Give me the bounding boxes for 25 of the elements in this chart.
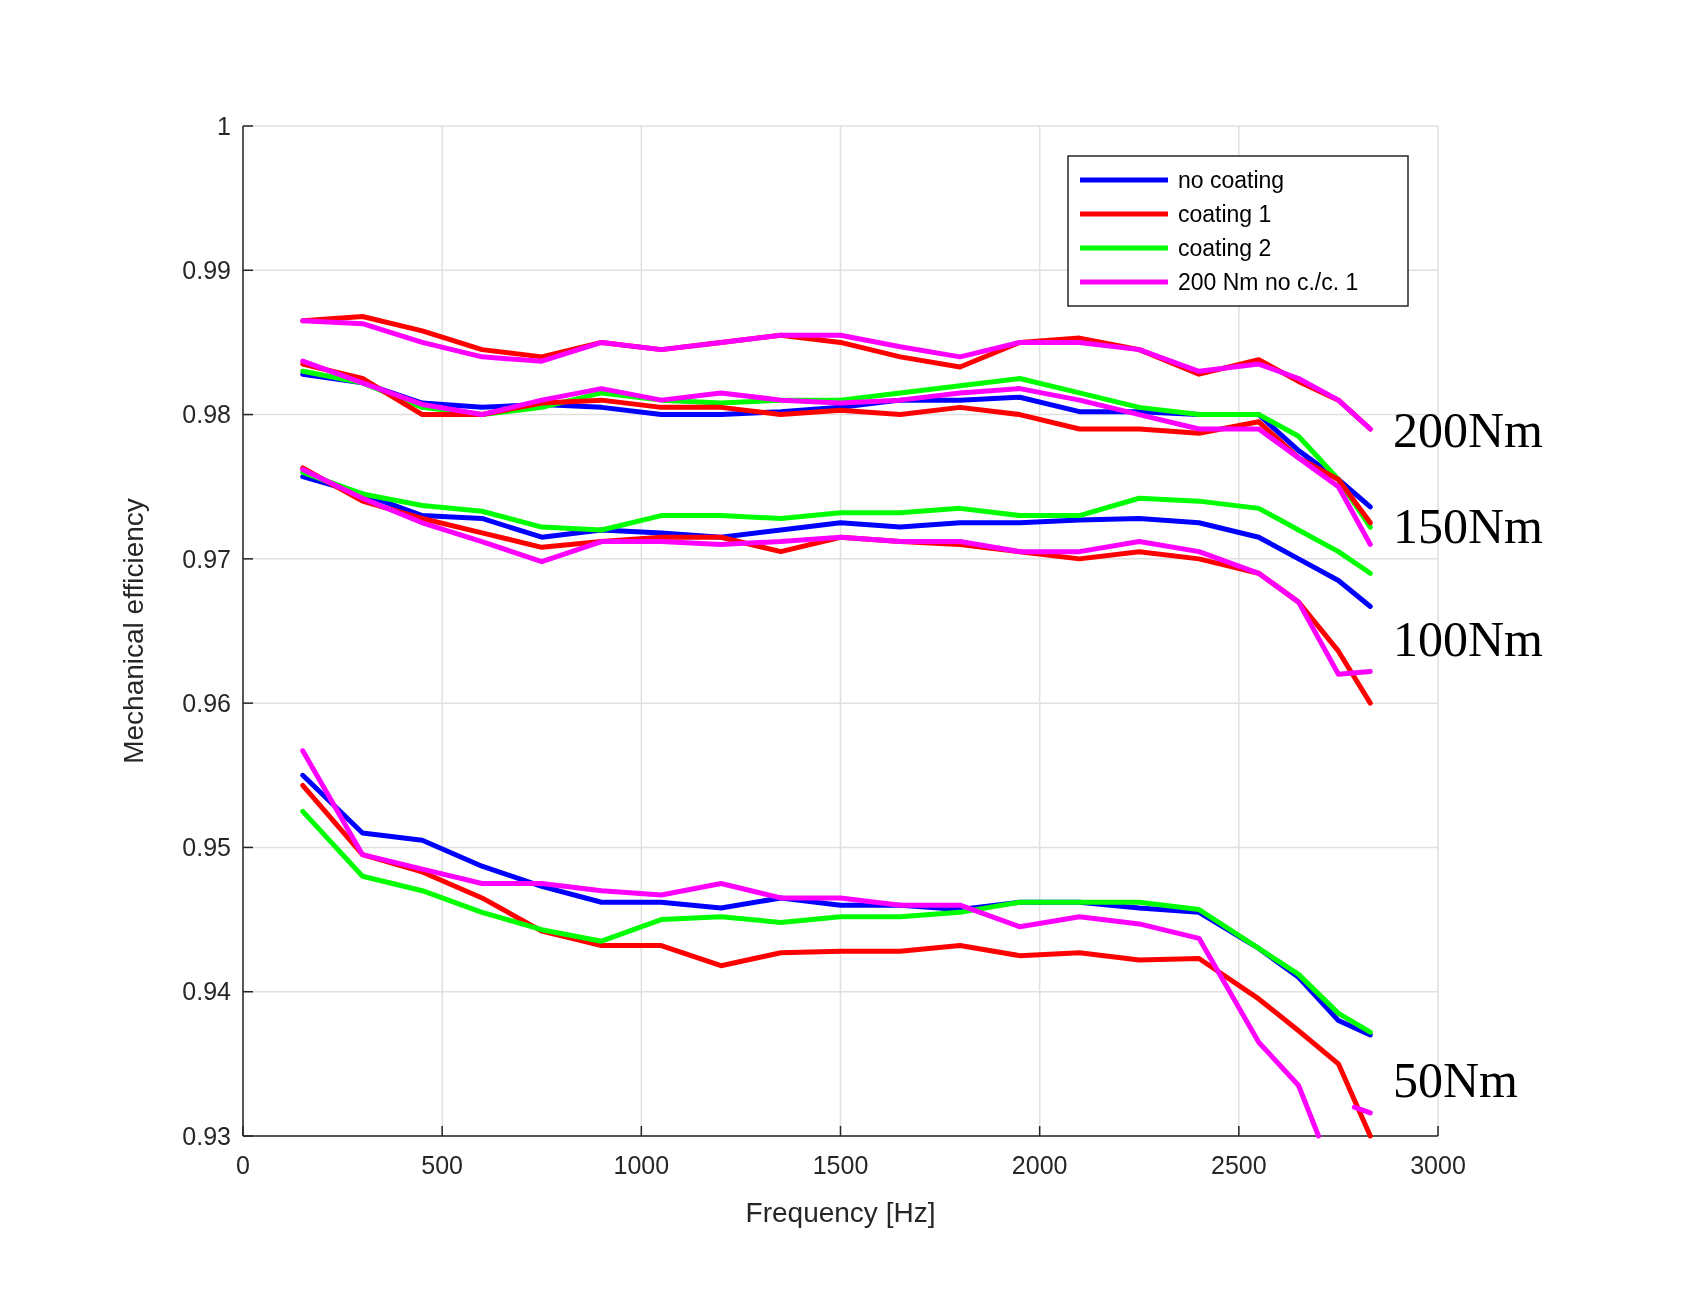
legend-label: 200 Nm no c./c. 1 [1178,269,1359,296]
y-tick-label: 0.95 [182,833,231,862]
y-tick-label: 0.93 [182,1121,231,1150]
x-tick-label: 500 [421,1151,464,1179]
annotation: 200Nm [1393,401,1544,458]
x-tick-label: 3000 [1410,1151,1466,1179]
y-tick-label: 0.97 [182,544,231,573]
y-tick-label: 1 [217,111,231,140]
y-tick-label: 0.94 [182,977,232,1006]
annotation: 100Nm [1393,611,1544,668]
x-tick-label: 1000 [613,1151,670,1179]
x-tick-label: 0 [236,1151,250,1179]
annotation: 50Nm [1393,1051,1519,1108]
y-tick-label: 0.98 [182,400,231,429]
annotation: 150Nm [1393,497,1544,554]
y-axis-title: Mechanical efficiency [118,498,149,764]
x-tick-label: 1500 [812,1151,869,1179]
x-axis-title: Frequency [Hz] [745,1197,936,1228]
x-tick-label: 2000 [1011,1151,1068,1179]
y-tick-label: 0.99 [182,256,231,285]
legend-label: coating 1 [1178,201,1272,228]
x-tick-label: 2500 [1211,1151,1267,1179]
legend-label: no coating [1178,167,1285,194]
y-tick-label: 0.96 [182,688,231,717]
legend-label: coating 2 [1178,235,1272,262]
